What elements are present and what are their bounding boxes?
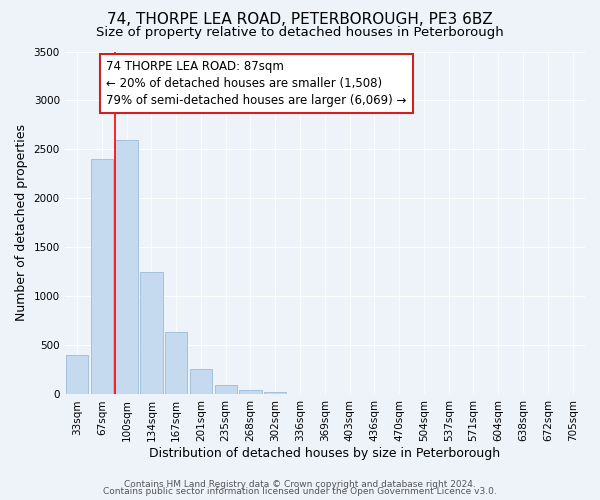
Bar [115, 140, 138, 394]
Text: 74, THORPE LEA ROAD, PETERBOROUGH, PE3 6BZ: 74, THORPE LEA ROAD, PETERBOROUGH, PE3 6… [107, 12, 493, 28]
X-axis label: Distribution of detached houses by size in Peterborough: Distribution of detached houses by size … [149, 447, 500, 460]
Text: 74 THORPE LEA ROAD: 87sqm
← 20% of detached houses are smaller (1,508)
79% of se: 74 THORPE LEA ROAD: 87sqm ← 20% of detac… [106, 60, 407, 107]
Bar [140, 272, 163, 394]
Bar [91, 160, 113, 394]
Y-axis label: Number of detached properties: Number of detached properties [15, 124, 28, 322]
Text: Contains public sector information licensed under the Open Government Licence v3: Contains public sector information licen… [103, 488, 497, 496]
Text: Size of property relative to detached houses in Peterborough: Size of property relative to detached ho… [96, 26, 504, 39]
Bar [264, 392, 286, 394]
Bar [239, 390, 262, 394]
Bar [190, 369, 212, 394]
Bar [66, 356, 88, 395]
Bar [165, 332, 187, 394]
Bar [215, 384, 237, 394]
Text: Contains HM Land Registry data © Crown copyright and database right 2024.: Contains HM Land Registry data © Crown c… [124, 480, 476, 489]
